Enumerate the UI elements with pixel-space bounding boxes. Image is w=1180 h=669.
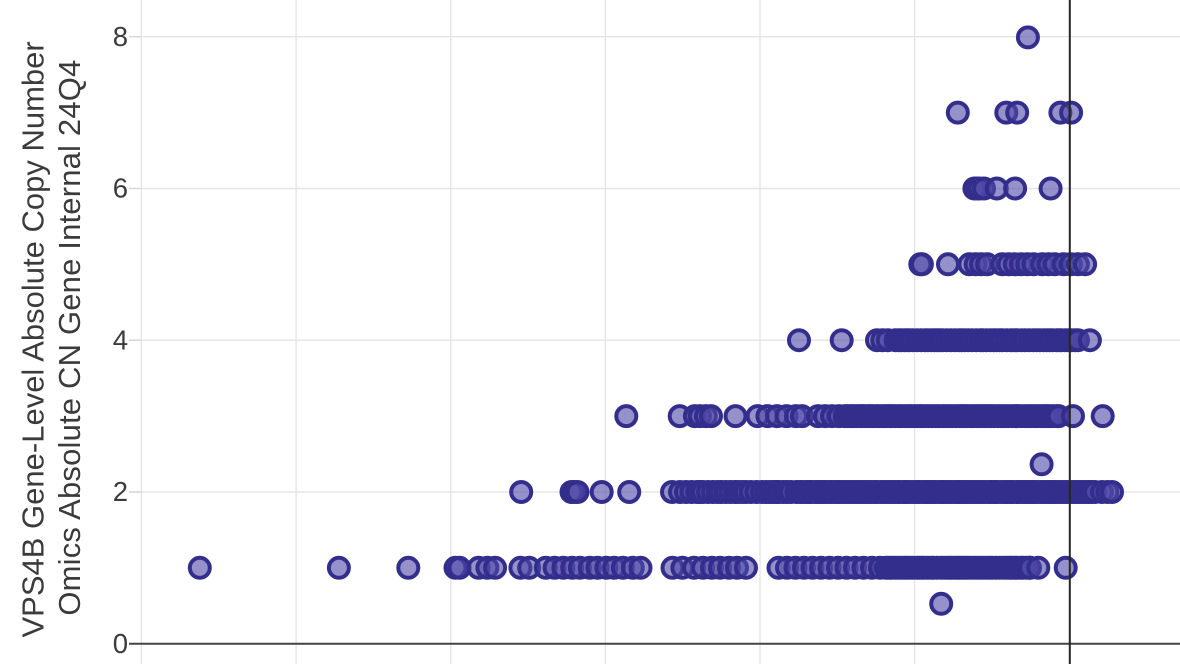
- svg-text:6: 6: [113, 173, 128, 204]
- svg-text:2: 2: [113, 476, 128, 507]
- svg-text:4: 4: [113, 324, 128, 355]
- svg-text:8: 8: [113, 21, 128, 52]
- svg-text:0: 0: [113, 628, 128, 659]
- svg-text:Omics Absolute CN Gene Interna: Omics Absolute CN Gene Internal 24Q4: [52, 60, 87, 616]
- svg-text:VPS4B Gene-Level Absolute Copy: VPS4B Gene-Level Absolute Copy Number: [15, 41, 50, 637]
